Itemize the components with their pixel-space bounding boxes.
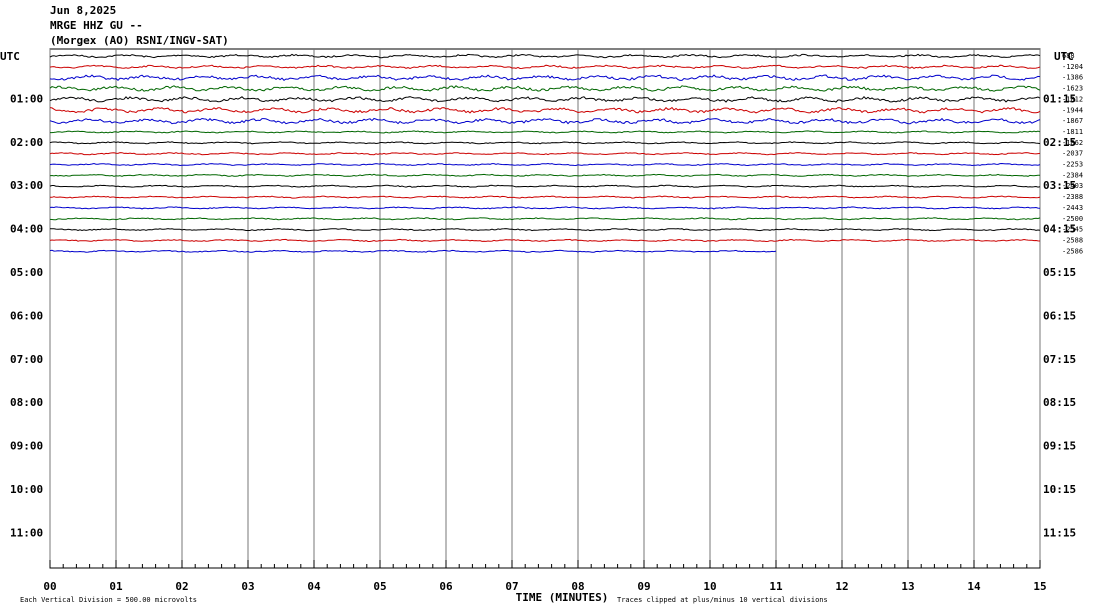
trace-offset-label: 688	[1062, 52, 1075, 60]
date: Jun 8,2025	[50, 4, 116, 17]
trace-offset-label: -1862	[1062, 139, 1083, 147]
trace	[49, 184, 1041, 188]
trace-offset-label: -1623	[1062, 85, 1083, 93]
right-hour-label: 01:15	[1043, 92, 1076, 105]
trace-offset-label: -2384	[1062, 171, 1083, 179]
x-tick-label: 09	[637, 580, 650, 593]
trace-offset-label: -2586	[1062, 247, 1083, 255]
x-tick-label: 00	[43, 580, 56, 593]
trace-offset-label: -2388	[1062, 193, 1083, 201]
right-axis-label: UTC	[1054, 50, 1074, 63]
trace-offset-label: -1867	[1062, 117, 1083, 125]
trace	[49, 249, 777, 253]
trace-offset-label: -1944	[1062, 106, 1083, 114]
x-axis-label: TIME (MINUTES)	[516, 591, 609, 604]
left-hour-label: 02:00	[10, 136, 43, 149]
trace	[50, 228, 1041, 232]
network: (Morgex (AO) RSNI/INGV-SAT)	[50, 34, 229, 47]
left-axis-label: UTC	[0, 50, 20, 63]
x-tick-label: 11	[769, 580, 783, 593]
trace-offset-label: -2588	[1062, 236, 1083, 244]
trace-offset-label: -1204	[1062, 63, 1083, 71]
right-hour-label: 08:15	[1043, 396, 1076, 409]
clip-note: Traces clipped at plus/minus 10 vertical…	[617, 596, 828, 604]
left-hour-label: 08:00	[10, 396, 43, 409]
scale-note: Each Vertical Division = 500.00 microvol…	[20, 596, 197, 604]
right-hour-label: 11:15	[1043, 526, 1076, 539]
trace	[50, 130, 1041, 134]
left-hour-label: 03:00	[10, 179, 43, 192]
x-tick-label: 14	[967, 580, 981, 593]
trace	[49, 74, 1041, 81]
trace	[49, 152, 1041, 156]
trace	[49, 162, 1041, 167]
trace	[49, 217, 1041, 221]
left-hour-label: 11:00	[10, 526, 43, 539]
x-tick-label: 08	[571, 580, 584, 593]
trace	[49, 195, 1041, 199]
left-hour-label: 07:00	[10, 353, 43, 366]
trace-offset-label: -1386	[1062, 74, 1083, 82]
right-hour-label: 07:15	[1043, 353, 1076, 366]
right-hour-label: 05:15	[1043, 266, 1076, 279]
station: MRGE HHZ GU --	[50, 19, 143, 32]
trace-offset-label: -2500	[1062, 215, 1083, 223]
trace	[49, 53, 1041, 59]
trace-offset-label: -2545	[1062, 226, 1083, 234]
trace	[49, 141, 1041, 145]
left-hour-label: 10:00	[10, 483, 43, 496]
x-tick-label: 01	[109, 580, 123, 593]
x-tick-label: 03	[241, 580, 254, 593]
trace	[49, 64, 1041, 70]
trace-offset-label: -1811	[1062, 128, 1083, 136]
x-tick-label: 12	[835, 580, 848, 593]
plot-frame	[49, 48, 1041, 569]
x-tick-label: 13	[901, 580, 914, 593]
trace	[49, 206, 1041, 210]
trace-offset-label: -2253	[1062, 161, 1083, 169]
right-hour-label: 04:15	[1043, 223, 1076, 236]
x-tick-label: 07	[505, 580, 518, 593]
x-tick-label: 15	[1033, 580, 1046, 593]
x-tick-label: 04	[307, 580, 321, 593]
right-hour-label: 06:15	[1043, 309, 1076, 322]
trace-offset-label: -1812	[1062, 95, 1083, 103]
trace	[49, 117, 1041, 125]
trace	[49, 85, 1041, 92]
right-hour-label: 02:15	[1043, 136, 1076, 149]
right-hour-label: 03:15	[1043, 179, 1076, 192]
right-hour-label: 10:15	[1043, 483, 1076, 496]
x-tick-label: 05	[373, 580, 386, 593]
trace-offset-label: -2037	[1062, 150, 1083, 158]
trace-offset-label: -2443	[1062, 204, 1083, 212]
trace	[49, 106, 1041, 114]
trace	[49, 238, 1041, 243]
x-tick-label: 06	[439, 580, 453, 593]
x-tick-label: 10	[703, 580, 716, 593]
left-hour-label: 01:00	[10, 92, 43, 105]
x-tick-label: 02	[175, 580, 188, 593]
right-hour-label: 09:15	[1043, 440, 1076, 453]
left-hour-label: 04:00	[10, 223, 43, 236]
trace	[49, 95, 1041, 103]
left-hour-label: 06:00	[10, 309, 43, 322]
left-hour-label: 09:00	[10, 440, 43, 453]
trace-offset-label: -2403	[1062, 182, 1083, 190]
trace	[49, 173, 1040, 177]
left-hour-label: 05:00	[10, 266, 43, 279]
